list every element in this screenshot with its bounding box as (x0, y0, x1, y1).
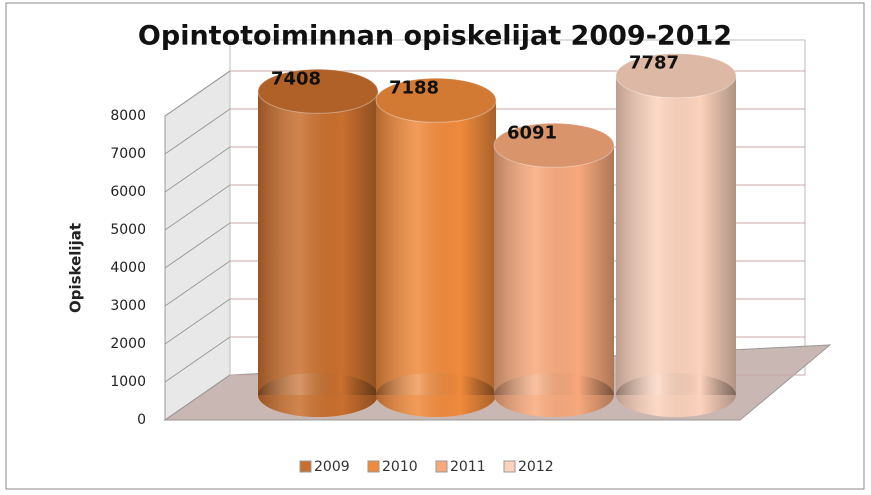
grid-line (164, 146, 231, 193)
legend-swatch (503, 460, 516, 473)
legend-swatch (367, 460, 380, 473)
bar-top-shade (616, 53, 736, 98)
bar-top (493, 122, 615, 168)
y-tick-label: 1000 (110, 374, 146, 390)
y-tick-label: 4000 (110, 260, 146, 276)
y-tick-label: 2000 (110, 336, 146, 352)
chart-title: Opintotoiminnan opiskelijat 2009-2012 (138, 21, 732, 52)
y-tick-label: 7000 (110, 146, 146, 162)
grid-line (164, 184, 231, 231)
data-label: 6091 (507, 122, 557, 143)
bar-shade (616, 75, 736, 395)
bar-top (615, 53, 737, 99)
bar-top-shade (258, 69, 378, 114)
bar-top (257, 68, 379, 114)
bar-top-shade (494, 123, 614, 168)
y-tick-label: 8000 (110, 108, 146, 124)
grid-line (164, 108, 231, 155)
grid-line (164, 70, 231, 117)
y-tick-label: 0 (137, 412, 146, 428)
y-tick-label: 3000 (110, 298, 146, 314)
bar-bottom-shade (258, 373, 378, 417)
data-label: 7408 (271, 68, 321, 89)
bar-top (375, 77, 497, 123)
bar-bottom-shade (376, 373, 496, 417)
cylinder (493, 122, 615, 417)
legend-label: 2010 (382, 459, 418, 475)
bar-shade (376, 100, 496, 396)
legend-label: 2012 (518, 459, 554, 475)
grid-line (164, 336, 231, 383)
cylinder (257, 68, 379, 417)
y-axis-label: Opiskelijat (67, 223, 85, 313)
bar-shade (258, 91, 378, 395)
data-label: 7188 (389, 77, 439, 98)
legend-label: 2009 (314, 459, 350, 475)
y-tick-label: 6000 (110, 184, 146, 200)
cylinder (375, 77, 497, 417)
data-label: 7787 (629, 53, 679, 74)
bar-top-shade (376, 78, 496, 123)
cylinder (615, 53, 737, 417)
legend-swatch (435, 460, 448, 473)
bar-bottom-shade (616, 373, 736, 417)
y-tick-label: 5000 (110, 222, 146, 238)
bar-bottom-shade (494, 373, 614, 417)
legend-label: 2011 (450, 459, 486, 475)
grid-line (164, 374, 231, 421)
bar-shade (494, 145, 614, 395)
grid-line (164, 222, 231, 269)
legend-swatch (299, 460, 312, 473)
grid-line (164, 260, 231, 307)
grid-line (164, 298, 231, 345)
